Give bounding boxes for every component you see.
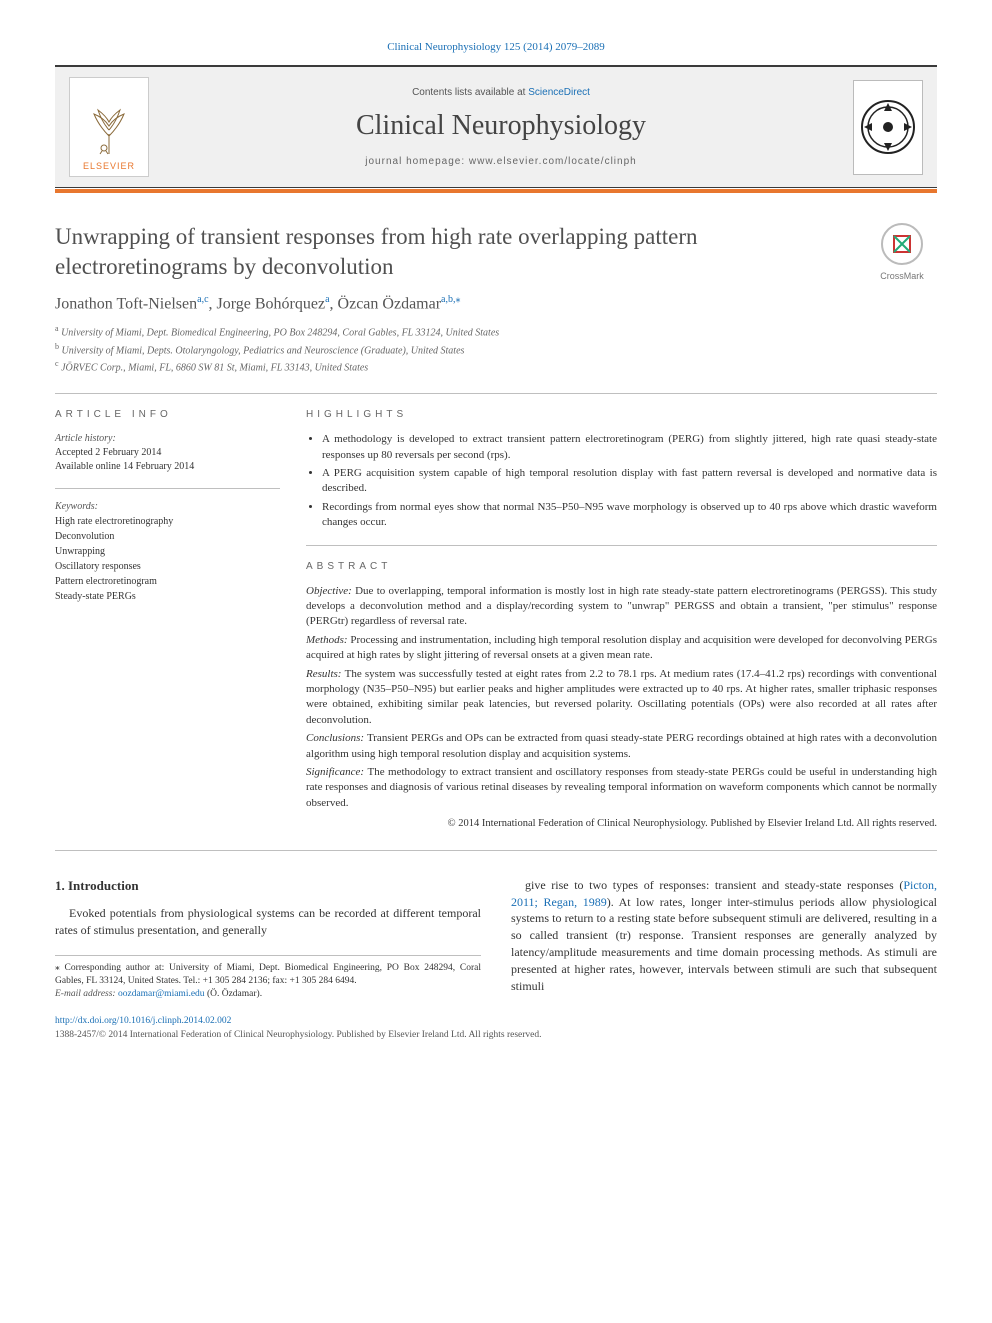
keyword: Steady-state PERGs	[55, 589, 280, 604]
keyword: Pattern electroretinogram	[55, 574, 280, 589]
elsevier-tree-icon	[84, 96, 134, 156]
keyword: Unwrapping	[55, 544, 280, 559]
doi-link[interactable]: http://dx.doi.org/10.1016/j.clinph.2014.…	[55, 1016, 231, 1026]
abstract-part-label: Conclusions:	[306, 732, 367, 744]
issue-link[interactable]: Clinical Neurophysiology 125 (2014) 2079…	[387, 41, 605, 53]
accent-bar	[55, 189, 937, 193]
article-info-label: ARTICLE INFO	[55, 408, 280, 422]
body-text: 1. Introduction Evoked potentials from p…	[55, 877, 937, 1002]
contents-line: Contents lists available at ScienceDirec…	[149, 86, 853, 100]
body-paragraph: Evoked potentials from physiological sys…	[55, 905, 481, 939]
corr-star: ⁎	[55, 963, 60, 973]
footer-meta: http://dx.doi.org/10.1016/j.clinph.2014.…	[55, 1015, 937, 1042]
affiliation: b University of Miami, Depts. Otolaryngo…	[55, 341, 937, 358]
footnotes: ⁎ Corresponding author at: University of…	[55, 955, 481, 1002]
sciencedirect-link[interactable]: ScienceDirect	[528, 87, 590, 98]
issn-line: 1388-2457/© 2014 International Federatio…	[55, 1029, 937, 1042]
divider	[55, 488, 280, 489]
history-label: Article history:	[55, 432, 280, 446]
issue-citation: Clinical Neurophysiology 125 (2014) 2079…	[55, 40, 937, 55]
author-name: Özcan Özdamar	[338, 295, 442, 312]
divider	[55, 850, 937, 851]
keyword: High rate electroretinography	[55, 514, 280, 529]
divider	[306, 545, 937, 546]
abstract-part-label: Objective:	[306, 585, 355, 597]
author-superscript: a,c	[197, 294, 208, 305]
highlights: A methodology is developed to extract tr…	[306, 432, 937, 530]
affiliations: a University of Miami, Dept. Biomedical …	[55, 323, 937, 375]
abstract-part: Conclusions: Transient PERGs and OPs can…	[306, 731, 937, 762]
email-label: E-mail address:	[55, 989, 118, 999]
crossmark-badge[interactable]: CrossMark	[867, 222, 937, 282]
highlight-item: A PERG acquisition system capable of hig…	[322, 466, 937, 497]
highlight-item: Recordings from normal eyes show that no…	[322, 500, 937, 531]
email-trail: (Ö. Özdamar).	[205, 989, 263, 999]
abstract-part-label: Significance:	[306, 766, 367, 778]
abstract-part: Significance: The methodology to extract…	[306, 765, 937, 811]
keyword: Deconvolution	[55, 529, 280, 544]
divider	[55, 393, 937, 394]
author-superscript: a,b,	[441, 294, 455, 305]
keywords-label: Keywords:	[55, 499, 280, 514]
author-name: Jorge Bohórquez	[217, 295, 326, 312]
abstract-part: Results: The system was successfully tes…	[306, 667, 937, 729]
journal-cover-thumb	[853, 80, 923, 175]
accepted-date: Accepted 2 February 2014	[55, 446, 280, 460]
keywords-list: High rate electroretinographyDeconvoluti…	[55, 514, 280, 604]
corresponding-author: Corresponding author at: University of M…	[55, 963, 481, 986]
article-title: Unwrapping of transient responses from h…	[55, 222, 857, 282]
abstract-copyright: © 2014 International Federation of Clini…	[306, 817, 937, 832]
abstract-part-label: Results:	[306, 668, 345, 680]
abstract-label: ABSTRACT	[306, 560, 937, 574]
publisher-name: ELSEVIER	[83, 160, 135, 173]
affiliation: a University of Miami, Dept. Biomedical …	[55, 323, 937, 340]
email-link[interactable]: oozdamar@miami.edu	[118, 989, 205, 999]
journal-homepage: journal homepage: www.elsevier.com/locat…	[149, 155, 853, 169]
online-date: Available online 14 February 2014	[55, 460, 280, 474]
affiliation: c JÖRVEC Corp., Miami, FL, 6860 SW 81 St…	[55, 358, 937, 375]
author-name: Jonathon Toft-Nielsen	[55, 295, 197, 312]
keyword: Oscillatory responses	[55, 559, 280, 574]
crossmark-label: CrossMark	[867, 270, 937, 283]
journal-title: Clinical Neurophysiology	[149, 106, 853, 145]
abstract-part: Objective: Due to overlapping, temporal …	[306, 584, 937, 630]
section-heading-1: 1. Introduction	[55, 877, 481, 895]
highlight-item: A methodology is developed to extract tr…	[322, 432, 937, 463]
authors: Jonathon Toft-Nielsena,c, Jorge Bohórque…	[55, 293, 937, 316]
journal-header: ELSEVIER Contents lists available at Sci…	[55, 65, 937, 188]
author-superscript: ⁎	[456, 294, 461, 305]
abstract-part: Methods: Processing and instrumentation,…	[306, 633, 937, 664]
abstract: Objective: Due to overlapping, temporal …	[306, 584, 937, 811]
highlights-label: HIGHLIGHTS	[306, 408, 937, 422]
abstract-part-label: Methods:	[306, 634, 350, 646]
body-paragraph: give rise to two types of responses: tra…	[511, 877, 937, 995]
publisher-logo: ELSEVIER	[69, 77, 149, 177]
